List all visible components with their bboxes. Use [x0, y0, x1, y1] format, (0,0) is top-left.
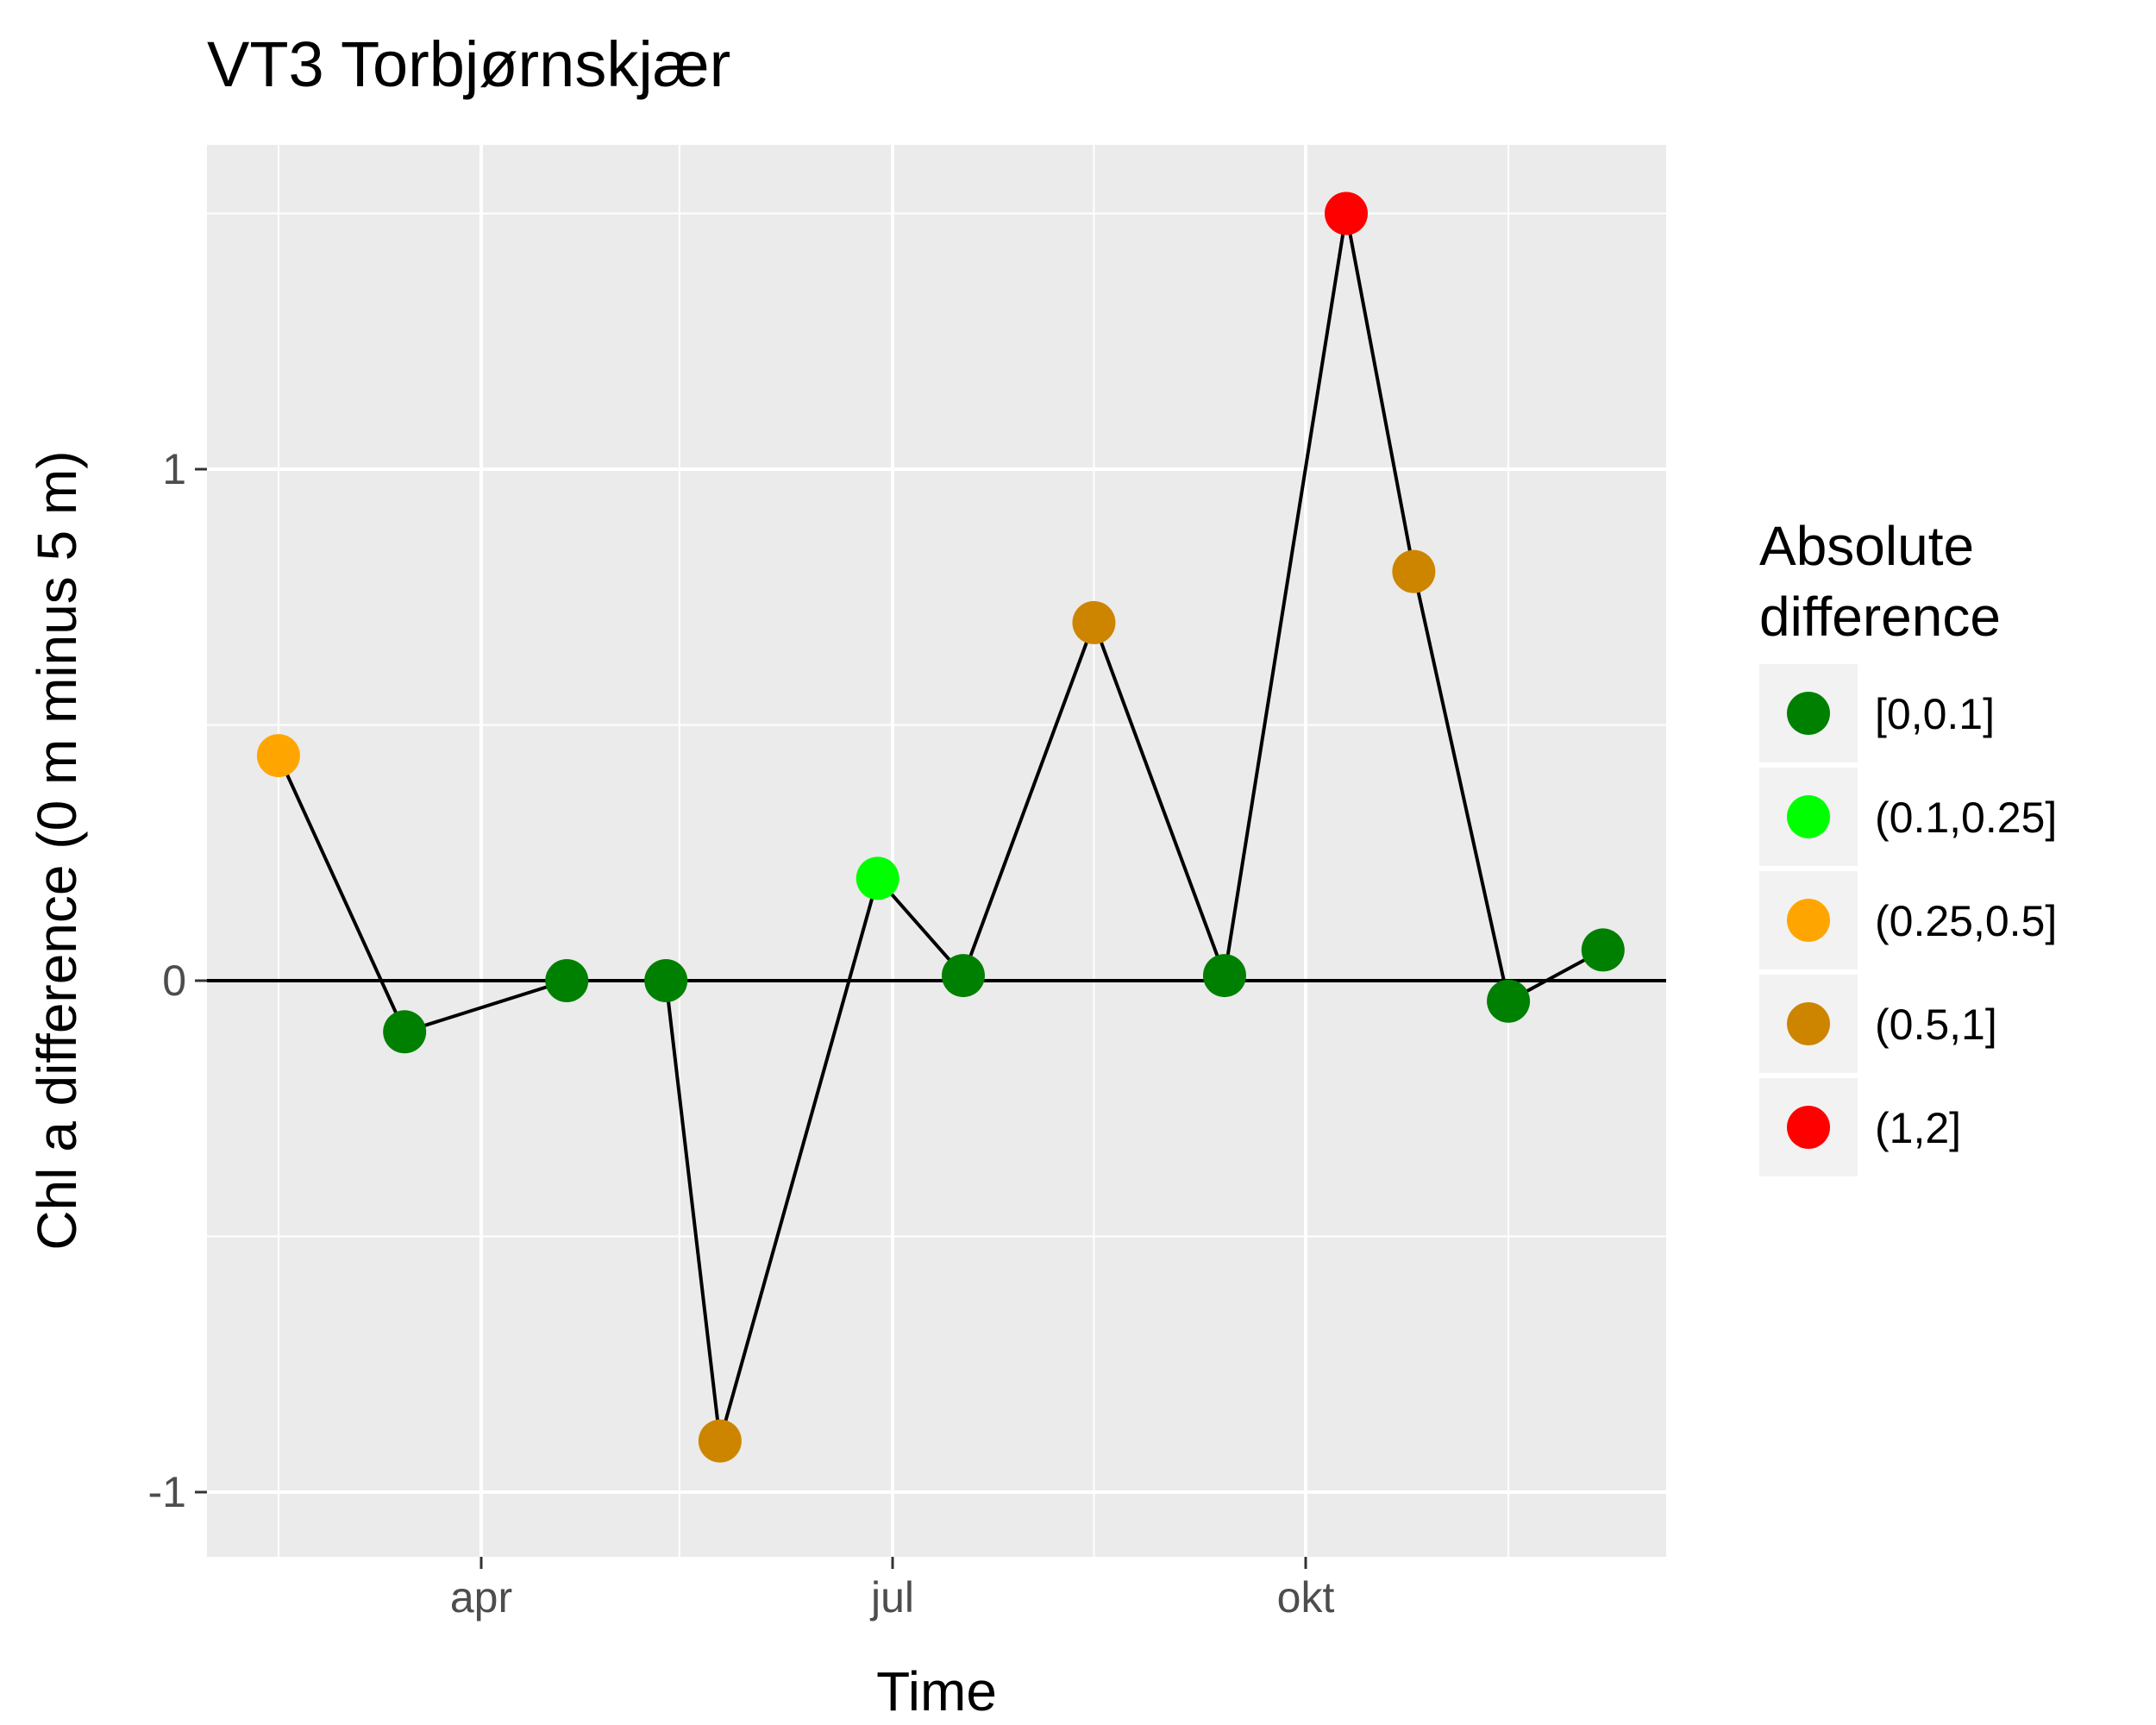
data-point — [1392, 549, 1436, 593]
chart-title: VT3 Torbjørnskjær — [207, 28, 730, 100]
data-point — [941, 954, 985, 998]
y-tick-label: 0 — [162, 957, 186, 1005]
legend-label: (0.5,1] — [1875, 1000, 1997, 1049]
legend-label: [0,0.1] — [1875, 690, 1995, 738]
x-tick-label: okt — [1277, 1573, 1335, 1622]
x-axis: apr jul okt — [450, 1557, 1335, 1622]
y-axis: -1 0 1 — [148, 445, 207, 1516]
data-point — [1487, 979, 1531, 1023]
data-point — [1325, 191, 1369, 235]
data-point — [256, 734, 300, 778]
data-point — [1202, 954, 1246, 998]
legend: Absolute difference [0,0.1] (0.1,0.25] (0.25… — [1759, 515, 2057, 1176]
y-tick-label: -1 — [148, 1468, 186, 1516]
x-tick-label: apr — [450, 1573, 512, 1622]
data-point — [644, 959, 688, 1002]
legend-title: Absolute — [1759, 515, 1974, 577]
legend-key-swatch — [1787, 692, 1830, 735]
data-point — [698, 1419, 742, 1463]
legend-label: (1,2] — [1875, 1104, 1961, 1152]
legend-item: (0.5,1] — [1759, 975, 1997, 1073]
data-point — [545, 959, 589, 1002]
legend-item: (0.25,0.5] — [1759, 871, 2057, 969]
legend-item: [0,0.1] — [1759, 664, 1995, 762]
legend-key-swatch — [1787, 899, 1830, 942]
data-series — [256, 191, 1625, 1463]
legend-key-swatch — [1787, 795, 1830, 838]
data-point — [1072, 600, 1116, 644]
legend-label: (0.1,0.25] — [1875, 794, 2057, 842]
x-tick-label: jul — [869, 1573, 914, 1622]
legend-key-swatch — [1787, 1106, 1830, 1149]
y-tick-label: 1 — [162, 445, 186, 493]
x-axis-title: Time — [876, 1660, 997, 1722]
plot-panel — [207, 145, 1666, 1557]
y-axis-title: Chl a difference (0 m minus 5 m) — [26, 450, 88, 1250]
legend-key-swatch — [1787, 1002, 1830, 1045]
data-point — [1581, 928, 1625, 972]
legend-item: (0.1,0.25] — [1759, 768, 2057, 866]
data-point — [856, 856, 899, 900]
data-point — [383, 1010, 427, 1054]
legend-title: difference — [1759, 586, 2001, 648]
legend-label: (0.25,0.5] — [1875, 897, 2057, 945]
legend-item: (1,2] — [1759, 1078, 1961, 1176]
